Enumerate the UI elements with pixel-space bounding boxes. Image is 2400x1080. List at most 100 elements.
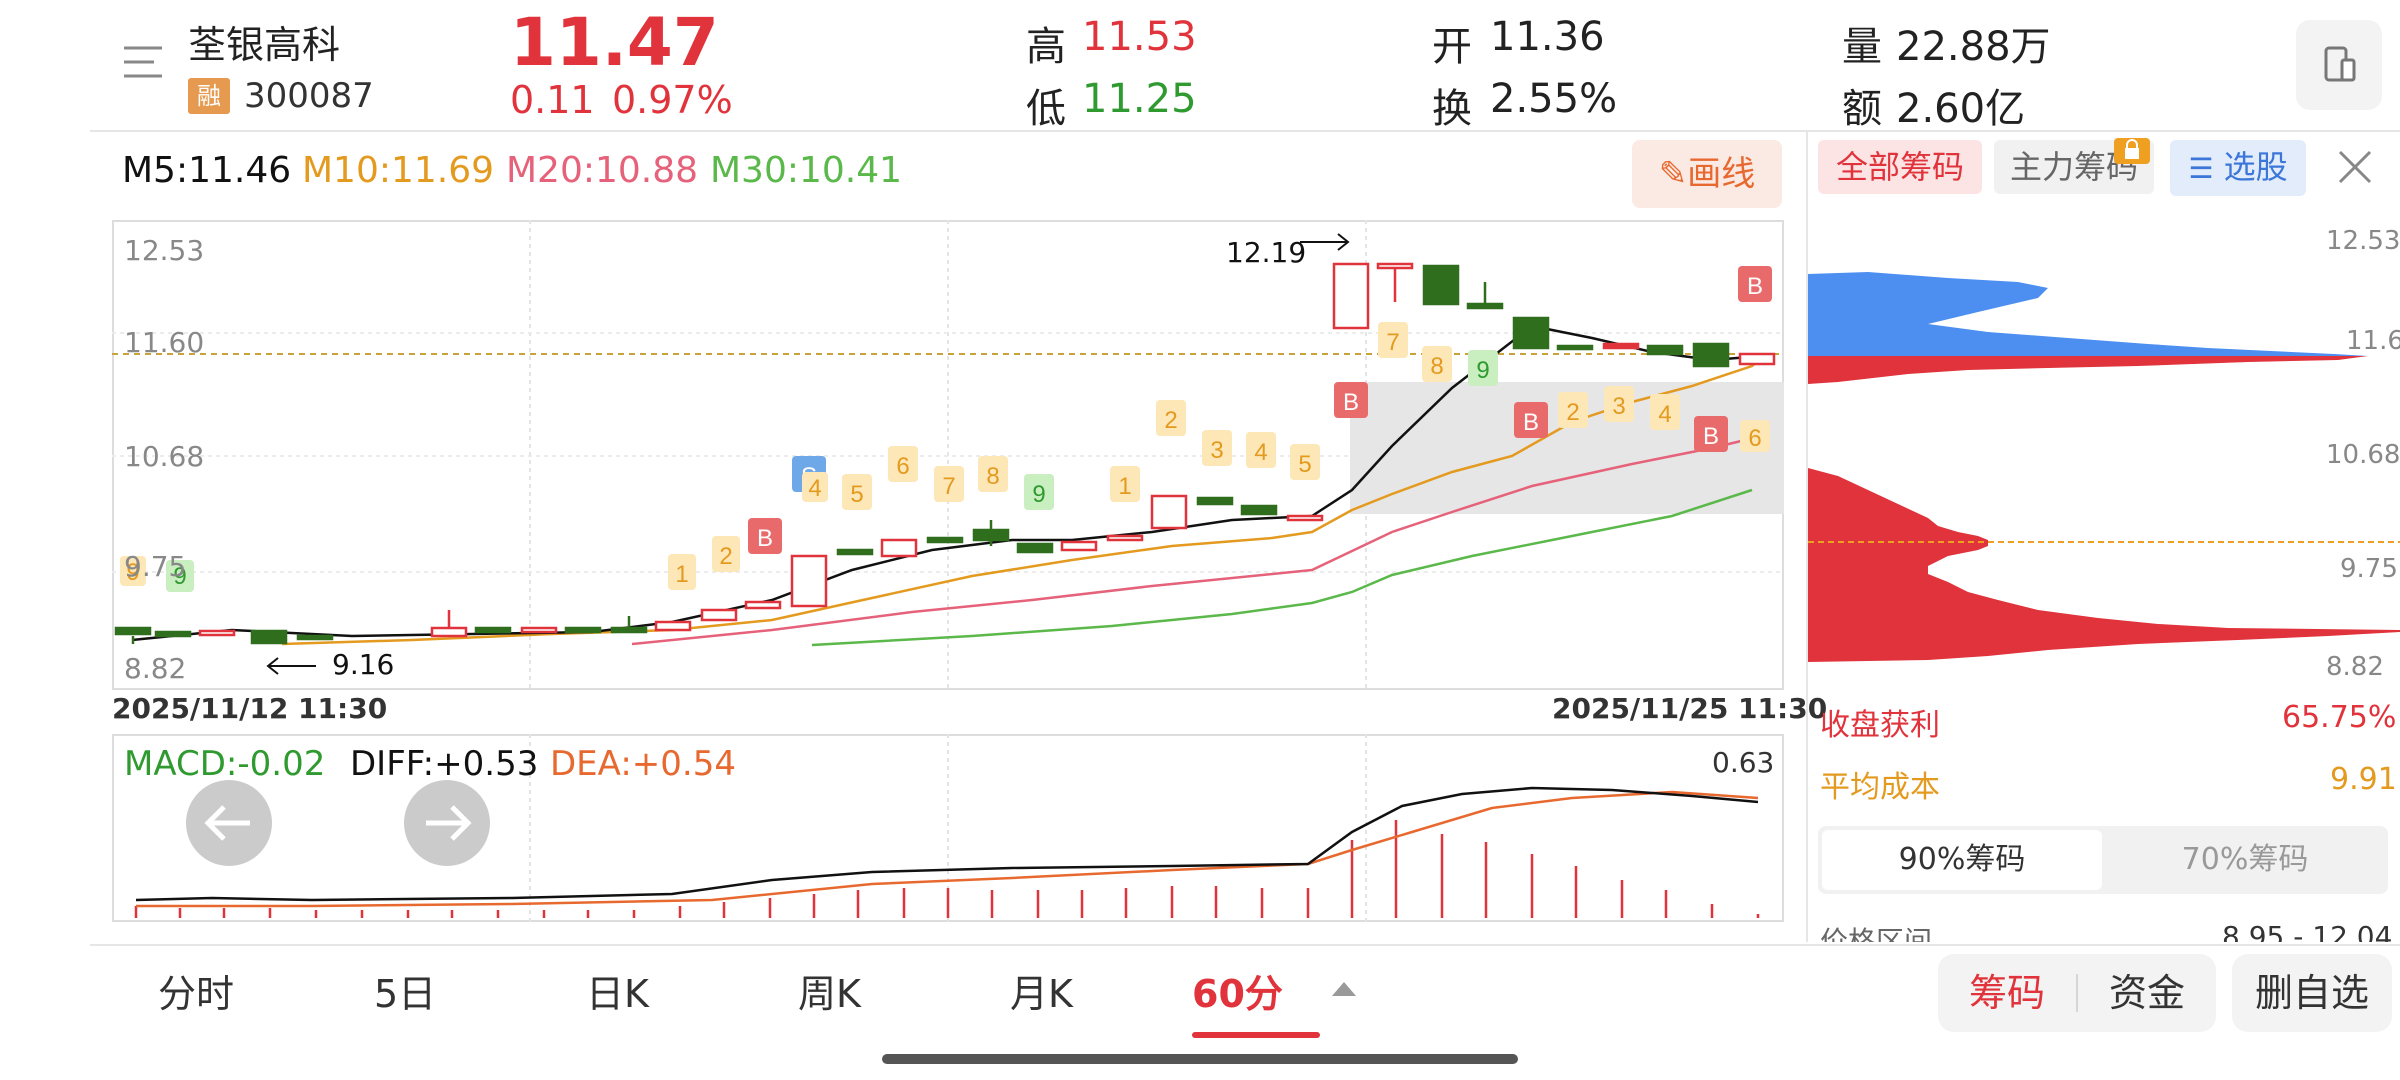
candlestick-chart[interactable]: 9 9 1 2 B S 4 5 6 7 8 9 1 2 3 4 5 B 7 8 … (112, 220, 1784, 690)
volume-value: 22.88万 (1896, 24, 2051, 70)
tab-monthly[interactable]: 月K (1010, 972, 1073, 1016)
svg-text:B: B (1343, 389, 1359, 416)
svg-text:B: B (757, 525, 773, 552)
svg-text:9: 9 (1032, 481, 1045, 508)
tab-daily[interactable]: 日K (586, 972, 649, 1016)
toggle-divider (2076, 974, 2078, 1012)
tab-weekly[interactable]: 周K (798, 972, 861, 1016)
price-change: 0.11 (510, 78, 595, 122)
high-marker-label: 12.19 (1226, 236, 1307, 269)
svg-text:4: 4 (1658, 401, 1671, 428)
amount-label: 额 (1842, 86, 1882, 132)
dea-label: DEA:+0.54 (550, 744, 736, 784)
range-value: 8.95 - 12.04 (2222, 920, 2393, 942)
chip-y-tick-2: 11.6 (2346, 326, 2400, 356)
open-label: 开 (1432, 24, 1472, 70)
avg-cost-label: 平均成本 (1820, 770, 1940, 805)
tab-intraday[interactable]: 分时 (158, 972, 235, 1016)
svg-text:2: 2 (719, 543, 732, 570)
phone-icon (2324, 46, 2356, 82)
low-value: 11.25 (1082, 76, 1197, 122)
range-label: 价格区间 (1820, 925, 1933, 942)
svg-text:4: 4 (808, 475, 821, 502)
svg-text:2: 2 (1566, 399, 1579, 426)
turnover-value: 2.55% (1490, 76, 1618, 122)
turnover-label: 换 (1432, 86, 1472, 132)
funds-button[interactable]: 资金 (2108, 971, 2185, 1015)
svg-text:7: 7 (1386, 329, 1399, 356)
ma30-label: M30:10.41 (710, 150, 903, 191)
svg-text:B: B (1703, 423, 1719, 450)
list-icon: ☰ (2188, 152, 2214, 185)
svg-text:9: 9 (1476, 357, 1489, 384)
ma20-label: M20:10.88 (506, 150, 699, 191)
header-divider (90, 130, 2400, 132)
y-tick-3: 10.68 (124, 440, 205, 473)
device-switch-button[interactable] (2296, 20, 2382, 110)
svg-text:1: 1 (1118, 473, 1131, 500)
tab-active-underline (1192, 1032, 1320, 1038)
y-tick-1: 12.53 (124, 234, 205, 267)
ma10-label: M10:11.69 (302, 150, 495, 191)
chip-percent-segment: 90%筹码 70%筹码 (1818, 826, 2388, 894)
scroll-left-button[interactable] (186, 780, 272, 866)
macd-chart[interactable] (112, 734, 1784, 922)
avg-cost-value: 9.91 (2330, 762, 2397, 797)
chip-y-tick-5: 8.82 (2326, 652, 2384, 682)
tabbar-divider (90, 944, 2400, 946)
chips-funds-toggle: 筹码 资金 (1938, 954, 2216, 1032)
svg-text:6: 6 (1748, 425, 1761, 452)
stock-select-button[interactable]: ☰ 选股 (2170, 140, 2306, 196)
svg-text:8: 8 (986, 463, 999, 490)
draw-line-button[interactable]: ✎画线 (1632, 140, 1782, 208)
tab-5day[interactable]: 5日 (374, 972, 437, 1016)
volume-label: 量 (1842, 24, 1882, 70)
ma5-label: M5:11.46 (122, 150, 292, 191)
arrow-right-icon (426, 805, 472, 841)
chip-distribution-chart[interactable] (1808, 220, 2400, 690)
draw-line-label: 画线 (1687, 154, 1756, 194)
amount-value: 2.60亿 (1896, 86, 2026, 132)
svg-text:6: 6 (896, 453, 909, 480)
profit-label: 收盘获利 (1820, 708, 1940, 743)
macd-max-label: 0.63 (1712, 746, 1775, 779)
svg-text:2: 2 (1164, 407, 1177, 434)
scroll-right-button[interactable] (404, 780, 490, 866)
stock-name: 荃银高科 (188, 23, 341, 67)
stock-code: 300087 (244, 76, 374, 116)
tab-60min[interactable]: 60分 (1192, 972, 1283, 1016)
chip-y-tick-3: 10.68 (2326, 440, 2400, 470)
svg-text:B: B (1747, 273, 1763, 300)
low-label: 低 (1026, 86, 1066, 132)
chip-y-tick-1: 12.53 (2326, 226, 2400, 256)
caret-up-icon[interactable] (1332, 982, 1356, 996)
svg-text:9: 9 (126, 559, 139, 586)
menu-icon[interactable] (120, 42, 166, 86)
home-indicator (882, 1054, 1518, 1064)
svg-text:9: 9 (173, 563, 186, 590)
start-date-label: 2025/11/12 11:30 (112, 692, 388, 725)
y-tick-2: 11.60 (124, 326, 205, 359)
current-price: 11.47 (510, 4, 719, 81)
tab-all-chips[interactable]: 全部筹码 (1818, 140, 1982, 194)
low-marker-label: 9.16 (332, 648, 395, 681)
svg-text:5: 5 (1298, 451, 1311, 478)
remove-watchlist-button[interactable]: 删自选 (2232, 954, 2392, 1032)
panel-divider (1806, 132, 1808, 942)
lock-icon (2114, 138, 2150, 164)
svg-text:4: 4 (1254, 439, 1267, 466)
macd-label: MACD:-0.02 (124, 744, 326, 784)
close-panel-button[interactable] (2330, 142, 2380, 192)
seg-90-button[interactable]: 90%筹码 (1822, 830, 2102, 890)
candles (114, 262, 1776, 645)
seg-70-button[interactable]: 70%筹码 (2181, 842, 2309, 877)
svg-text:7: 7 (942, 473, 955, 500)
svg-text:3: 3 (1612, 393, 1625, 420)
y-tick-5: 8.82 (124, 652, 187, 685)
td-markers: 9 9 1 2 B S 4 5 6 7 8 9 1 2 3 4 5 B 7 8 … (120, 266, 1772, 592)
close-icon (2338, 150, 2372, 184)
svg-text:3: 3 (1210, 437, 1223, 464)
chips-button[interactable]: 筹码 (1968, 971, 2045, 1015)
open-value: 11.36 (1490, 14, 1605, 60)
end-date-label: 2025/11/25 11:30 (1552, 692, 1828, 725)
